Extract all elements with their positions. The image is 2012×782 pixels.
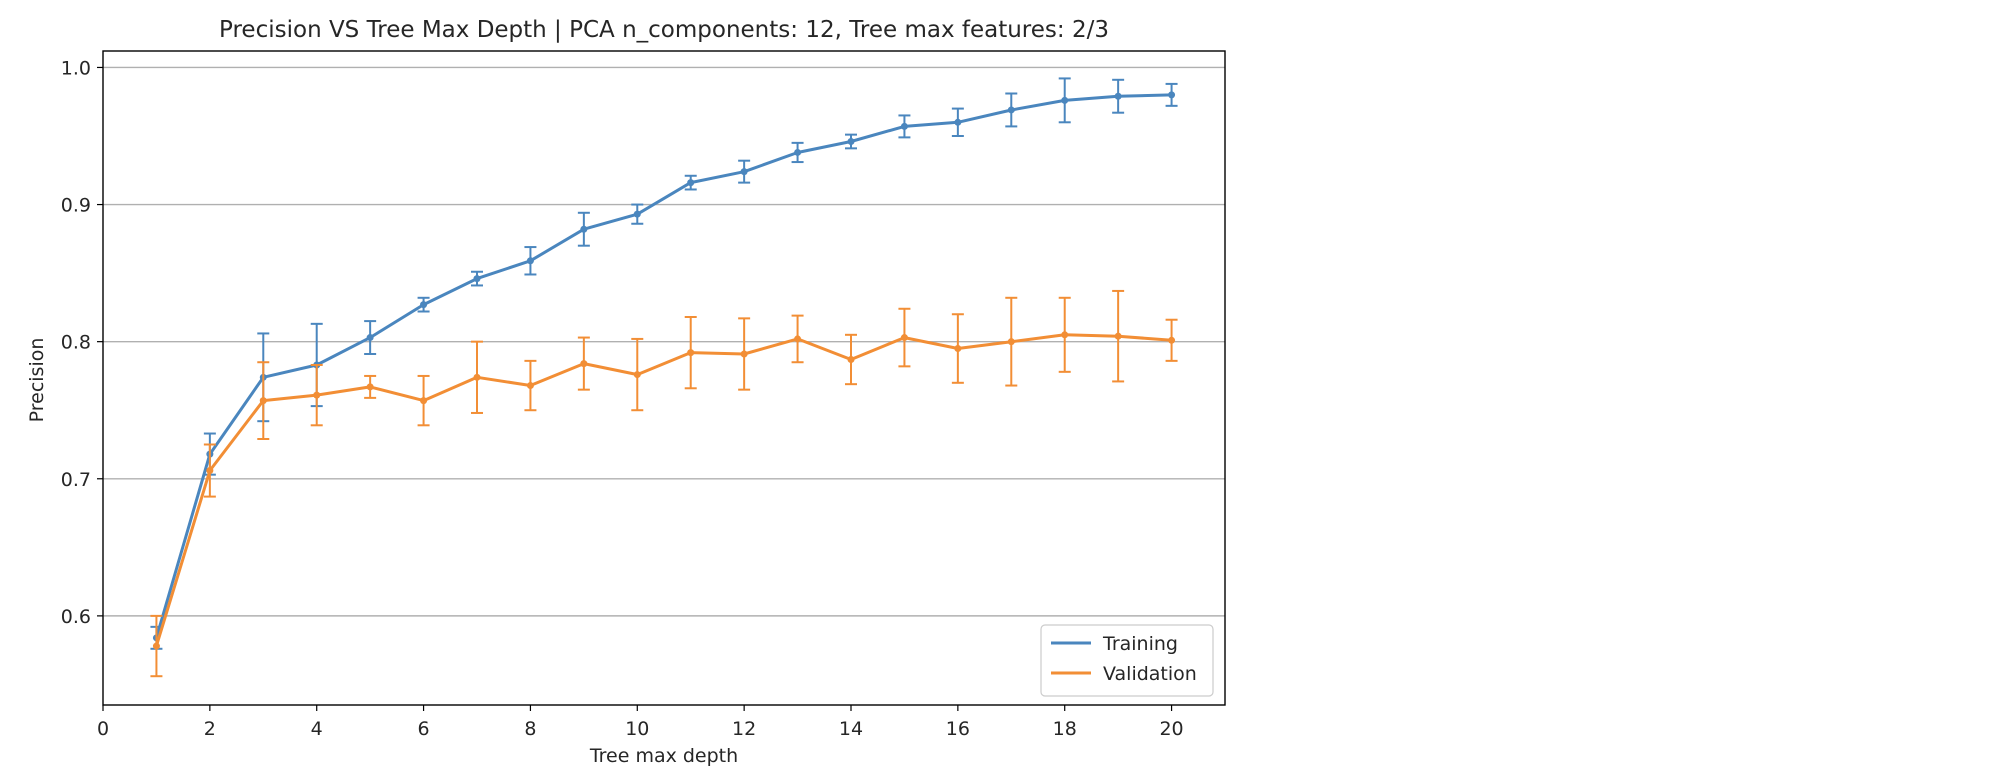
y-tick-label: 1.0 xyxy=(61,57,91,79)
x-tick-label: 8 xyxy=(524,718,536,740)
x-tick-label: 4 xyxy=(311,718,323,740)
series-line xyxy=(154,333,1172,647)
data-point xyxy=(740,168,748,176)
data-point xyxy=(633,210,641,218)
data-point xyxy=(900,334,908,342)
x-tick-label: 12 xyxy=(732,718,756,740)
data-point xyxy=(900,122,908,130)
data-point xyxy=(259,397,267,405)
data-point xyxy=(420,301,428,309)
data-point xyxy=(633,371,641,379)
data-point xyxy=(1114,92,1122,100)
data-point xyxy=(1061,96,1069,104)
y-tick-label: 0.7 xyxy=(61,469,91,491)
data-point xyxy=(794,148,802,156)
x-tick-label: 14 xyxy=(839,718,863,740)
chart-title: Precision VS Tree Max Depth | PCA n_comp… xyxy=(219,17,1109,43)
y-tick-label: 0.9 xyxy=(61,195,91,217)
data-point xyxy=(740,350,748,358)
data-point xyxy=(1114,332,1122,340)
data-point xyxy=(1168,336,1176,344)
data-point xyxy=(206,467,214,475)
x-tick-label: 0 xyxy=(97,718,109,740)
data-point xyxy=(313,391,321,399)
series-group xyxy=(150,77,1178,678)
data-point xyxy=(1007,106,1015,114)
data-point xyxy=(954,345,962,353)
data-point xyxy=(847,137,855,145)
x-tick-label: 20 xyxy=(1159,718,1183,740)
x-tick-label: 16 xyxy=(946,718,970,740)
legend-label-training: Training xyxy=(1102,633,1178,655)
data-point xyxy=(526,382,534,390)
legend: Training Validation xyxy=(1040,624,1214,697)
data-point xyxy=(687,179,695,187)
data-point xyxy=(1007,338,1015,346)
x-tick-label: 18 xyxy=(1053,718,1077,740)
data-point xyxy=(1061,331,1069,339)
data-point xyxy=(152,642,160,650)
data-point xyxy=(580,360,588,368)
grid-lines xyxy=(103,66,1225,617)
series-validation xyxy=(150,289,1178,678)
y-tick-label: 0.6 xyxy=(61,606,91,628)
series-line xyxy=(154,93,1172,639)
data-point xyxy=(687,349,695,357)
plot-frame xyxy=(102,50,1226,706)
y-axis-label: Precision xyxy=(26,338,48,423)
data-point xyxy=(1168,91,1176,99)
data-point xyxy=(580,225,588,233)
data-point xyxy=(473,275,481,283)
data-point xyxy=(366,383,374,391)
data-point xyxy=(526,257,534,265)
data-point xyxy=(473,373,481,381)
data-point xyxy=(366,334,374,342)
x-axis-label: Tree max depth xyxy=(589,745,738,767)
data-point xyxy=(794,335,802,343)
y-tick-label: 0.8 xyxy=(61,332,91,354)
legend-label-validation: Validation xyxy=(1103,663,1197,685)
axis-ticks: 0.6 0.7 0.8 0.9 1.0 0 2 4 6 8 10 12 14 16 18 20 xyxy=(61,57,1184,740)
data-point xyxy=(954,118,962,126)
x-tick-label: 10 xyxy=(625,718,649,740)
data-point xyxy=(420,397,428,405)
x-tick-label: 2 xyxy=(204,718,216,740)
x-tick-label: 6 xyxy=(418,718,430,740)
data-point xyxy=(847,355,855,363)
